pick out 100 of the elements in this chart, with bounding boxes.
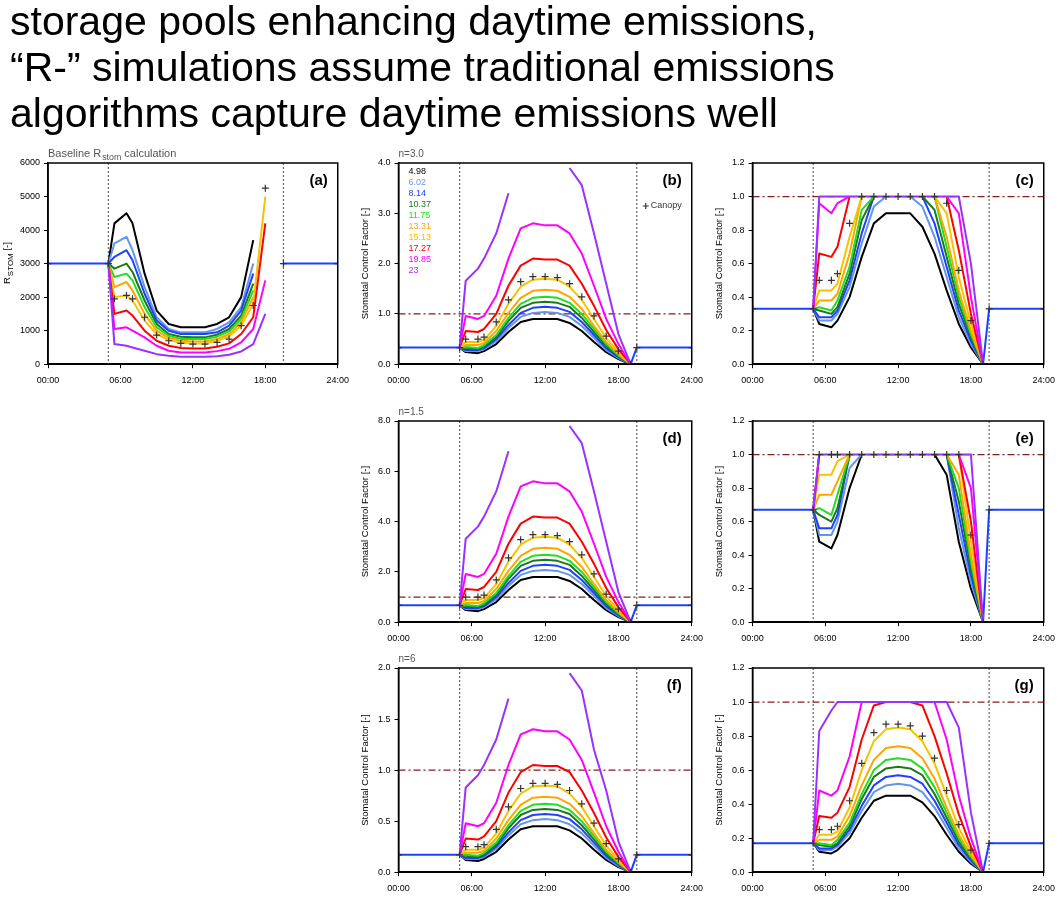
x-tick-label: 24:00 <box>326 375 349 386</box>
y-tick-label: 2.0 <box>378 258 391 269</box>
y-tick-label: 1.0 <box>378 308 391 319</box>
text: 6.02 <box>408 177 427 188</box>
x-tick-label: 18:00 <box>959 375 983 386</box>
y-tick-label: 2000 <box>19 291 41 302</box>
y-tick-label: 6.0 <box>378 465 391 476</box>
y-tick-label: 1.0 <box>732 696 745 707</box>
text: algorithms capture daytime emissions well <box>10 90 779 136</box>
text: 4.98 <box>408 166 427 177</box>
y-tick-label: 0.2 <box>732 583 745 594</box>
y-tick-label: 5000 <box>19 191 41 202</box>
y-tick-label: 6000 <box>19 157 41 168</box>
y-tick-label: 0.0 <box>378 616 391 627</box>
y-tick-label: 0.6 <box>732 258 745 269</box>
x-tick-label: 18:00 <box>254 375 277 386</box>
x-tick-label: 12:00 <box>886 633 910 644</box>
x-tick-label: 00:00 <box>741 633 764 644</box>
x-tick-label: 06:00 <box>460 633 484 644</box>
y-tick-label: 3.0 <box>378 207 391 218</box>
x-tick-label: 00:00 <box>741 375 764 386</box>
y-tick-label: 0.8 <box>732 730 745 741</box>
y-tick-label: 0.4 <box>732 549 745 560</box>
legend-label: Canopy <box>650 200 683 211</box>
annotation: (d) <box>662 429 682 446</box>
y-tick-label: 0.6 <box>732 764 745 775</box>
y-tick-label: 1.2 <box>732 415 745 426</box>
y-axis-title: Stomatal Control Factor [-] <box>359 465 370 578</box>
y-tick-label: 0 <box>35 358 41 369</box>
x-tick-label: 12:00 <box>533 375 557 386</box>
text: “R-” simulations assume traditional emissions <box>10 44 836 90</box>
y-tick-label: 0.2 <box>732 832 745 843</box>
chart-subtitle: n=1.5 <box>398 406 425 417</box>
x-tick-label: 18:00 <box>959 633 983 644</box>
x-tick-label: 06:00 <box>460 375 484 386</box>
text: 13.31 <box>408 221 432 232</box>
x-tick-label: 24:00 <box>680 633 703 644</box>
y-tick-label: 1.2 <box>732 157 745 168</box>
annotation: (a) <box>309 171 328 188</box>
y-tick-label: 3000 <box>19 258 41 269</box>
x-tick-label: 18:00 <box>607 375 630 386</box>
x-tick-label: 24:00 <box>1032 375 1055 386</box>
x-tick-label: 24:00 <box>1032 633 1055 644</box>
x-tick-label: 12:00 <box>533 633 557 644</box>
text: 23 <box>408 265 419 276</box>
y-tick-label: 0.4 <box>732 798 745 809</box>
x-tick-label: 24:00 <box>1032 883 1055 894</box>
y-tick-label: 0.0 <box>378 866 391 877</box>
x-tick-label: 06:00 <box>814 633 837 644</box>
y-tick-label: 1.2 <box>732 662 745 673</box>
y-tick-label: 2.0 <box>378 662 391 673</box>
y-axis-title: Stomatal Control Factor [-] <box>359 714 370 826</box>
x-tick-label: 00:00 <box>387 375 410 386</box>
y-tick-label: 8.0 <box>378 415 391 426</box>
text: storage pools enhancing daytime emissions, <box>10 0 818 44</box>
y-tick-label: 0.0 <box>732 358 745 369</box>
y-tick-label: 0.5 <box>378 815 391 826</box>
x-tick-label: 12:00 <box>181 375 205 386</box>
chart-subtitle: n=3.0 <box>398 148 425 159</box>
y-tick-label: 0.4 <box>732 291 745 302</box>
y-tick-label: 0.0 <box>378 358 391 369</box>
text: 8.14 <box>408 188 427 199</box>
x-tick-label: 12:00 <box>886 883 910 894</box>
y-axis-title: Stomatal Control Factor [-] <box>713 207 724 320</box>
annotation: (g) <box>1014 676 1034 693</box>
x-tick-label: 06:00 <box>109 375 132 386</box>
x-tick-label: 18:00 <box>607 883 630 894</box>
y-tick-label: 0.8 <box>732 482 745 493</box>
y-tick-label: 4.0 <box>378 516 391 527</box>
y-tick-label: 1.5 <box>378 713 391 724</box>
y-axis-title: Stomatal Control Factor [-] <box>359 207 370 320</box>
x-tick-label: 00:00 <box>387 883 410 894</box>
x-tick-label: 00:00 <box>387 633 410 644</box>
y-axis-title: Stomatal Control Factor [-] <box>713 465 724 578</box>
x-tick-label: 24:00 <box>680 883 703 894</box>
text: 11.75 <box>408 210 431 221</box>
annotation: (c) <box>1015 171 1034 188</box>
x-tick-label: 00:00 <box>741 883 764 894</box>
text: 10.37 <box>408 199 432 210</box>
y-tick-label: 1.0 <box>732 449 745 460</box>
annotation: (b) <box>662 171 682 188</box>
text: 17.27 <box>408 243 432 254</box>
y-tick-label: 0.8 <box>732 224 745 235</box>
x-tick-label: 12:00 <box>533 883 557 894</box>
y-tick-label: 0.6 <box>732 516 745 527</box>
x-tick-label: 12:00 <box>886 375 910 386</box>
annotation: (f) <box>666 676 682 693</box>
y-tick-label: 1.0 <box>732 191 745 202</box>
text: 19.85 <box>408 254 432 265</box>
y-tick-label: 1.0 <box>378 764 391 775</box>
annotation: (e) <box>1015 429 1034 446</box>
x-tick-label: 06:00 <box>460 883 484 894</box>
x-tick-label: 18:00 <box>607 633 630 644</box>
x-tick-label: 06:00 <box>814 375 837 386</box>
y-axis-title: RSTOM [-] <box>1 242 15 285</box>
text: 15.13 <box>408 232 432 243</box>
y-tick-label: 2.0 <box>378 566 391 577</box>
x-tick-label: 06:00 <box>814 883 837 894</box>
x-tick-label: 18:00 <box>959 883 983 894</box>
y-tick-label: 0.0 <box>732 866 745 877</box>
